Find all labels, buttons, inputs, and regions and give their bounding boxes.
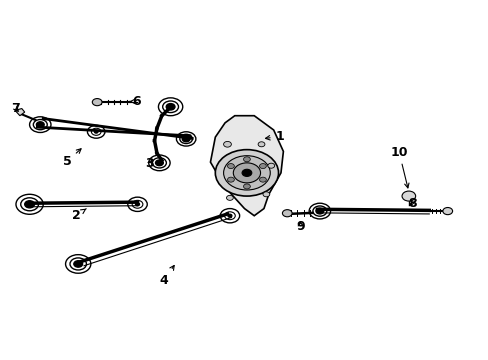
Text: 10: 10	[389, 146, 408, 188]
Circle shape	[258, 142, 264, 147]
Circle shape	[282, 210, 291, 217]
Circle shape	[243, 157, 250, 162]
Circle shape	[226, 195, 233, 201]
Circle shape	[233, 163, 260, 183]
Circle shape	[36, 122, 44, 127]
Text: 2: 2	[72, 208, 86, 221]
Circle shape	[135, 203, 139, 206]
Circle shape	[263, 192, 269, 197]
Circle shape	[166, 104, 175, 110]
Circle shape	[155, 160, 163, 166]
Text: 1: 1	[265, 130, 284, 143]
Text: 7: 7	[12, 102, 20, 115]
Text: 5: 5	[62, 149, 81, 168]
Circle shape	[227, 214, 231, 217]
Circle shape	[227, 163, 234, 168]
Circle shape	[227, 177, 234, 182]
Circle shape	[92, 99, 102, 106]
Circle shape	[442, 207, 452, 215]
Circle shape	[25, 201, 34, 208]
Text: 8: 8	[407, 197, 416, 210]
Circle shape	[315, 208, 323, 214]
Circle shape	[401, 191, 415, 201]
Circle shape	[223, 156, 270, 190]
Text: 4: 4	[160, 265, 174, 287]
Text: 3: 3	[145, 157, 154, 170]
Circle shape	[182, 136, 190, 142]
Circle shape	[215, 150, 278, 196]
Circle shape	[94, 130, 98, 133]
Circle shape	[259, 177, 266, 182]
Text: 9: 9	[296, 220, 304, 233]
Circle shape	[242, 169, 251, 176]
Circle shape	[223, 141, 231, 147]
Polygon shape	[210, 116, 283, 216]
Circle shape	[259, 163, 266, 168]
Text: 6: 6	[129, 95, 141, 108]
Circle shape	[243, 184, 250, 189]
Polygon shape	[15, 109, 25, 116]
Circle shape	[74, 261, 82, 267]
Circle shape	[267, 163, 274, 168]
